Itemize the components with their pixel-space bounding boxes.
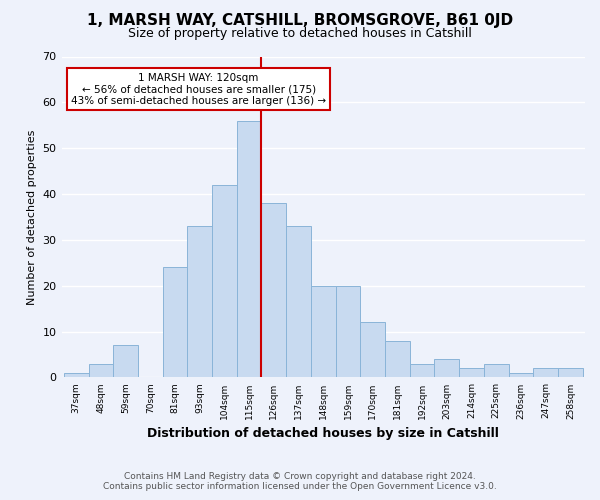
Bar: [237, 120, 262, 378]
Bar: [89, 364, 113, 378]
Bar: [64, 373, 89, 378]
Bar: [311, 286, 335, 378]
Bar: [385, 341, 410, 378]
Bar: [509, 373, 533, 378]
Y-axis label: Number of detached properties: Number of detached properties: [27, 130, 37, 304]
Bar: [286, 226, 311, 378]
Bar: [163, 268, 187, 378]
Text: Size of property relative to detached houses in Catshill: Size of property relative to detached ho…: [128, 28, 472, 40]
Bar: [113, 346, 138, 378]
Bar: [484, 364, 509, 378]
Text: 1, MARSH WAY, CATSHILL, BROMSGROVE, B61 0JD: 1, MARSH WAY, CATSHILL, BROMSGROVE, B61 …: [87, 12, 513, 28]
Bar: [187, 226, 212, 378]
Bar: [410, 364, 434, 378]
Text: Contains HM Land Registry data © Crown copyright and database right 2024.: Contains HM Land Registry data © Crown c…: [124, 472, 476, 481]
Bar: [558, 368, 583, 378]
Bar: [459, 368, 484, 378]
Bar: [361, 322, 385, 378]
Text: Contains public sector information licensed under the Open Government Licence v3: Contains public sector information licen…: [103, 482, 497, 491]
Bar: [434, 359, 459, 378]
Bar: [212, 185, 237, 378]
X-axis label: Distribution of detached houses by size in Catshill: Distribution of detached houses by size …: [148, 427, 499, 440]
Bar: [335, 286, 361, 378]
Bar: [262, 203, 286, 378]
Bar: [533, 368, 558, 378]
Text: 1 MARSH WAY: 120sqm
← 56% of detached houses are smaller (175)
43% of semi-detac: 1 MARSH WAY: 120sqm ← 56% of detached ho…: [71, 72, 326, 106]
